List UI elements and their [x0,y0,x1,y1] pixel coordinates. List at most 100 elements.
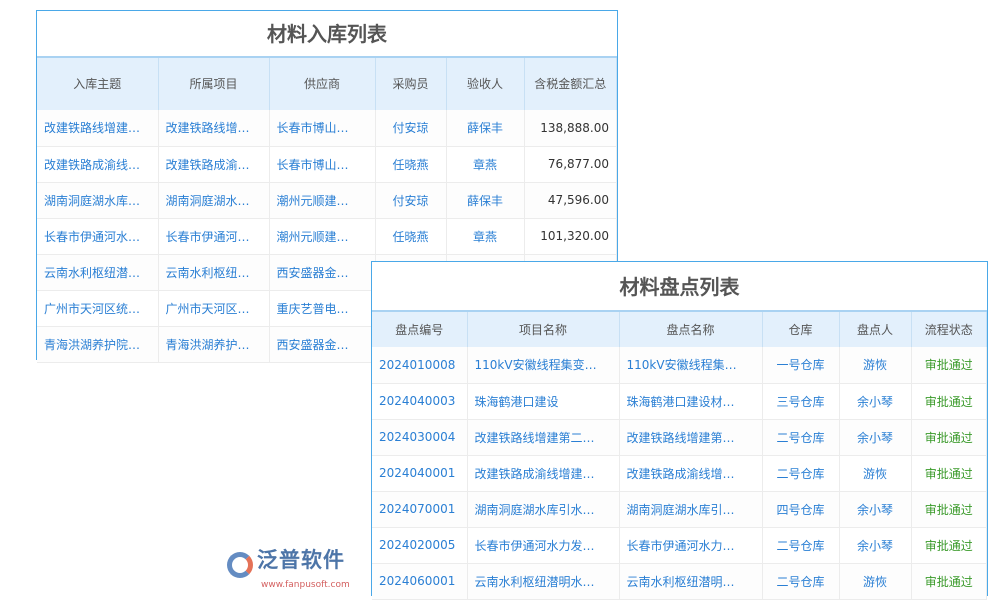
table-cell[interactable]: 西安盛器金… [269,326,376,363]
table-cell[interactable]: 湖南洞庭湖水库… [37,182,159,219]
table-cell[interactable]: 2024010008 [372,347,468,384]
table-cell[interactable]: 西安盛器金… [269,254,376,291]
table-row[interactable]: 2024060001 云南水利枢纽潜明水… 云南水利枢纽潜明… 二号仓库 游恢 审批通过 [372,563,987,600]
table-cell[interactable]: 改建铁路线增建… [37,110,159,147]
table-cell: 审批通过 [911,419,987,456]
table-cell: 审批通过 [911,383,987,420]
column-header[interactable]: 项目名称 [467,312,620,347]
column-header[interactable]: 盘点编号 [372,312,468,347]
column-header[interactable]: 验收人 [446,58,525,110]
table-cell: 47,596.00 [524,182,617,219]
table-cell[interactable]: 云南水利枢纽… [158,254,270,291]
table-cell[interactable]: 改建铁路成渝… [158,146,270,183]
table-cell: 101,320.00 [524,218,617,255]
column-header[interactable]: 供应商 [269,58,376,110]
table-cell[interactable]: 云南水利枢纽潜… [37,254,159,291]
table-cell[interactable]: 长春市伊通河水… [37,218,159,255]
table-cell: 四号仓库 [762,491,840,528]
table-cell: 付安琼 [375,182,447,219]
table-cell[interactable]: 长春市博山… [269,146,376,183]
table-cell: 余小琴 [839,527,912,564]
logo-url: www.fanpusoft.com [261,580,350,590]
table-cell: 薛保丰 [446,182,525,219]
table-cell[interactable]: 改建铁路线增建第… [619,419,763,456]
table-cell: 二号仓库 [762,563,840,600]
table-cell[interactable]: 2024040001 [372,455,468,492]
table-row[interactable]: 2024020005 长春市伊通河水力发… 长春市伊通河水力… 二号仓库 余小琴 审批通过 [372,527,987,564]
column-header[interactable]: 采购员 [375,58,447,110]
table-cell: 余小琴 [839,419,912,456]
table-cell[interactable]: 长春市伊通河水力… [619,527,763,564]
table-cell[interactable]: 2024020005 [372,527,468,564]
column-header[interactable]: 盘点人 [839,312,912,347]
table-row[interactable]: 2024070001 湖南洞庭湖水库引水… 湖南洞庭湖水库引… 四号仓库 余小琴 审批通过 [372,491,987,528]
table-cell: 二号仓库 [762,419,840,456]
table-cell[interactable]: 2024030004 [372,419,468,456]
table-cell[interactable]: 长春市伊通河… [158,218,270,255]
table-cell[interactable]: 2024060001 [372,563,468,600]
table-row[interactable]: 长春市伊通河水… 长春市伊通河… 潮州元顺建… 任晓燕 章燕 101,320.00 [37,218,617,255]
table-cell: 一号仓库 [762,347,840,384]
table-cell[interactable]: 潮州元顺建… [269,182,376,219]
column-header[interactable]: 流程状态 [911,312,987,347]
table-cell: 章燕 [446,218,525,255]
table-cell: 审批通过 [911,527,987,564]
table-cell[interactable]: 长春市博山… [269,110,376,147]
table-cell[interactable]: 广州市天河区统… [37,290,159,327]
column-header[interactable]: 盘点名称 [619,312,763,347]
table-cell[interactable]: 2024070001 [372,491,468,528]
table-cell[interactable]: 长春市伊通河水力发… [467,527,620,564]
panel-title: 材料盘点列表 [372,262,987,312]
stocktake-list-panel: 材料盘点列表 盘点编号 项目名称 盘点名称 仓库 盘点人 流程状态 2024010008 11… [371,261,988,600]
table-row[interactable]: 湖南洞庭湖水库… 湖南洞庭湖水… 潮州元顺建… 付安琼 薛保丰 47,596.00 [37,182,617,219]
table-row[interactable]: 2024010008 110kV安徽线程集变… 110kV安徽线程集… 一号仓库 游恢审… [372,347,987,384]
table-row[interactable]: 2024040001 改建铁路成渝线增建… 改建铁路成渝线增… 二号仓库 游恢 审批通过 [372,455,987,492]
watermark-logo: 泛普软件 www.fanpusoft.com [225,548,365,594]
table-cell: 138,888.00 [524,110,617,147]
column-header[interactable]: 仓库 [762,312,840,347]
table-cell[interactable]: 青海洪湖养护院… [37,326,159,363]
column-header[interactable]: 含税金额汇总 [524,58,617,110]
table-cell[interactable]: 110kV安徽线程集… [619,347,763,384]
table-cell: 余小琴 [839,491,912,528]
table-cell[interactable]: 湖南洞庭湖水库引水… [467,491,620,528]
column-header[interactable]: 入库主题 [37,58,159,110]
table-cell[interactable]: 2024040003 [372,383,468,420]
table-cell[interactable]: 云南水利枢纽潜明… [619,563,763,600]
column-header[interactable]: 所属项目 [158,58,270,110]
table-cell[interactable]: 重庆艺普电… [269,290,376,327]
table-cell[interactable]: 云南水利枢纽潜明水… [467,563,620,600]
table-cell: 二号仓库 [762,527,840,564]
table-cell[interactable]: 改建铁路线增… [158,110,270,147]
table-cell[interactable]: 潮州元顺建… [269,218,376,255]
table-cell[interactable]: 改建铁路线增建第二… [467,419,620,456]
table-cell[interactable]: 青海洪湖养护… [158,326,270,363]
table-cell: 余小琴 [839,383,912,420]
stocktake-table: 盘点编号 项目名称 盘点名称 仓库 盘点人 流程状态 2024010008 110kV安徽线程… [372,312,987,600]
table-cell: 游恢 [839,347,912,384]
table-cell: 薛保丰 [446,110,525,147]
table-row[interactable]: 2024030004 改建铁路线增建第二… 改建铁路线增建第… 二号仓库 余小琴 审批通过 [372,419,987,456]
logo-brand: 泛普软件 [257,548,345,572]
table-cell: 章燕 [446,146,525,183]
table-cell: 审批通过 [911,563,987,600]
table-cell[interactable]: 改建铁路成渝线增建… [467,455,620,492]
table-cell: 审批通过 [911,455,987,492]
table-cell: 76,877.00 [524,146,617,183]
table-cell[interactable]: 广州市天河区… [158,290,270,327]
table-cell: 付安琼 [375,110,447,147]
table-cell[interactable]: 改建铁路成渝线增… [619,455,763,492]
table-cell: 游恢 [839,563,912,600]
logo-icon [227,552,253,578]
table-cell[interactable]: 湖南洞庭湖水… [158,182,270,219]
table-cell[interactable]: 珠海鹤港口建设材… [619,383,763,420]
table-cell[interactable]: 珠海鹤港口建设 [467,383,620,420]
table-cell[interactable]: 110kV安徽线程集变… [467,347,620,384]
table-row[interactable]: 改建铁路成渝线… 改建铁路成渝… 长春市博山… 任晓燕 章燕 76,877.00 [37,146,617,183]
table-row[interactable]: 改建铁路线增建… 改建铁路线增… 长春市博山… 付安琼 薛保丰 138,888.00 [37,110,617,147]
table-cell[interactable]: 湖南洞庭湖水库引… [619,491,763,528]
table-row[interactable]: 2024040003 珠海鹤港口建设 珠海鹤港口建设材… 三号仓库 余小琴 审批通过 [372,383,987,420]
table-cell[interactable]: 改建铁路成渝线… [37,146,159,183]
table-cell: 审批通过 [911,347,987,384]
table-cell: 任晓燕 [375,146,447,183]
